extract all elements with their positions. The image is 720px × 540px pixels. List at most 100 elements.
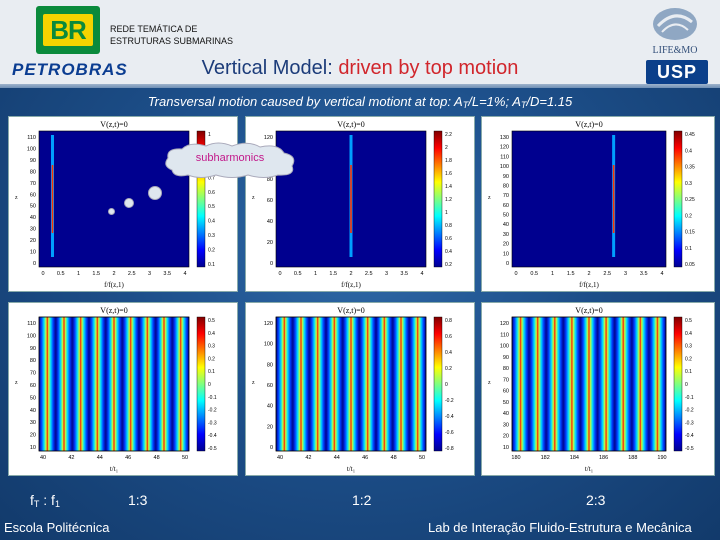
x-tick-label: 3.5 (163, 271, 171, 277)
x-tick-label: 4 (183, 271, 186, 277)
x-tick-label: 42 (68, 455, 74, 461)
y-tick-label: 10 (503, 445, 509, 451)
x-tick-label: 186 (599, 455, 608, 461)
y-tick-label: 30 (30, 420, 36, 426)
br-logo: BR (36, 6, 100, 54)
colorbar-tick-label: 0.1 (208, 369, 215, 375)
y-tick-label: 20 (503, 434, 509, 440)
x-axis-label: t/t₁ (347, 465, 355, 473)
y-tick-label: 20 (30, 433, 36, 439)
time-stripe (342, 317, 360, 451)
y-tick-label: 70 (503, 377, 509, 383)
colorbar (433, 130, 443, 268)
y-tick-label: 80 (267, 177, 273, 183)
colorbar-tick-label: 0.8 (445, 318, 452, 324)
time-stripe (172, 317, 189, 451)
colorbar-tick-label: 0.1 (685, 246, 692, 252)
colorbar (196, 130, 206, 268)
time-stripe (72, 317, 89, 451)
x-tick-label: 44 (334, 455, 340, 461)
x-tick-label: 0 (41, 271, 44, 277)
colorbar-tick-label: -0.2 (208, 408, 217, 414)
colorbar-tick-label: 0.4 (208, 219, 215, 225)
br-logo-text: BR (43, 14, 93, 46)
ratio-f: f (30, 492, 34, 508)
x-tick-label: 4 (660, 271, 663, 277)
plot-area (512, 131, 666, 267)
x-tick-label: 2.5 (603, 271, 611, 277)
time-stripe (276, 317, 293, 451)
y-tick-label: 10 (503, 251, 509, 257)
y-axis-label: z (15, 380, 18, 386)
y-tick-label: 100 (27, 146, 36, 152)
ratio-2-3: 2:3 (586, 492, 606, 508)
callout-dot-small (108, 208, 115, 215)
colorbar-tick-label: 1 (208, 132, 211, 138)
x-tick-label: 3 (148, 271, 151, 277)
time-stripe (648, 317, 666, 451)
time-stripe (597, 317, 615, 451)
y-tick-label: 40 (30, 215, 36, 221)
time-stripe (614, 317, 632, 451)
y-tick-label: 100 (27, 333, 36, 339)
y-tick-label: 0 (33, 261, 36, 267)
x-axis-label: t/t₁ (110, 465, 118, 473)
y-tick-label: 110 (27, 321, 36, 327)
colorbar-tick-label: 0.5 (208, 318, 215, 324)
x-tick-label: 50 (419, 455, 425, 461)
colorbar-tick-label: 0.3 (208, 344, 215, 350)
colorbar-tick-label: 0.8 (445, 223, 452, 229)
colorbar (673, 316, 683, 452)
time-stripe (89, 317, 106, 451)
header-banner: BR PETROBRAS REDE TEMÁTICA DE ESTRUTURAS… (0, 0, 720, 88)
x-tick-label: 50 (182, 455, 188, 461)
ratio-sep: : f (39, 492, 55, 508)
plot-frame (275, 316, 427, 452)
petrobras-wordmark: PETROBRAS (12, 60, 128, 79)
x-tick-label: 46 (125, 455, 131, 461)
y-tick-label: 10 (30, 250, 36, 256)
y-tick-label: 20 (267, 424, 273, 430)
y-tick-label: 80 (30, 169, 36, 175)
colorbar-tick-label: -0.5 (685, 446, 694, 452)
x-axis-label: t/t₁ (585, 465, 593, 473)
colorbar-tick-label: 0.3 (685, 344, 692, 350)
time-stripe (359, 317, 376, 451)
colorbar-tick-label: -0.2 (445, 398, 454, 404)
y-axis-label: z (252, 195, 255, 201)
colorbar-tick-label: 0.5 (685, 318, 692, 324)
y-tick-label: 50 (30, 204, 36, 210)
plot-area (39, 131, 189, 267)
y-tick-label: 120 (264, 135, 273, 141)
x-tick-label: 3.5 (640, 271, 648, 277)
x-tick-label: 1 (314, 271, 317, 277)
x-tick-label: 1.5 (329, 271, 337, 277)
y-tick-label: 10 (30, 445, 36, 451)
x-axis-label: f/f(z,1) (579, 281, 599, 289)
y-tick-label: 0 (270, 445, 273, 451)
x-tick-label: 184 (570, 455, 579, 461)
y-tick-label: 50 (503, 400, 509, 406)
colorbar (673, 130, 683, 268)
y-tick-label: 120 (500, 321, 509, 327)
frequency-ratio-label: fT : f1 (30, 492, 60, 509)
x-tick-label: 2.5 (365, 271, 373, 277)
time-stripe (409, 317, 426, 451)
time-stripe (309, 317, 326, 451)
y-tick-label: 90 (30, 346, 36, 352)
y-tick-label: 70 (30, 371, 36, 377)
x-tick-label: 0.5 (57, 271, 65, 277)
colorbar-tick-label: 1.8 (445, 158, 452, 164)
y-axis-label: z (15, 195, 18, 201)
x-tick-label: 42 (305, 455, 311, 461)
x-tick-label: 48 (154, 455, 160, 461)
subharmonics-callout (165, 142, 295, 178)
y-tick-label: 0 (270, 261, 273, 267)
plot-title: V(z,t)=0 (100, 120, 127, 129)
x-tick-label: 4 (420, 271, 423, 277)
colorbar-tick-label: 0.2 (445, 366, 452, 372)
network-name: REDE TEMÁTICA DE ESTRUTURAS SUBMARINAS (110, 23, 233, 47)
y-tick-label: 60 (30, 383, 36, 389)
time-stripe (631, 317, 649, 451)
y-tick-label: 110 (27, 135, 36, 141)
